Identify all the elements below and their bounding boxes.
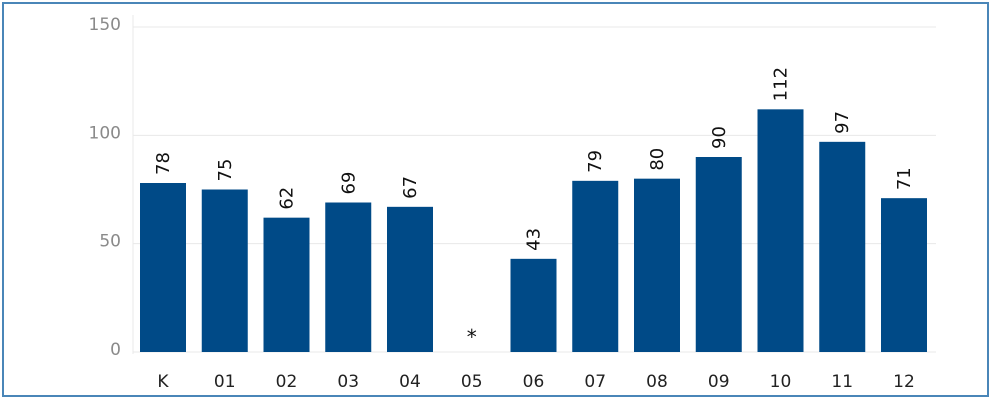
x-tick-label-12: 12 — [893, 372, 915, 391]
bar-K — [140, 183, 186, 352]
x-tick-label-03: 03 — [337, 372, 359, 391]
value-label-12: 71 — [894, 167, 915, 190]
value-label-08: 80 — [647, 148, 668, 171]
x-tick-label-05: 05 — [461, 372, 483, 391]
x-tick-label-08: 08 — [646, 372, 668, 391]
value-label-11: 97 — [832, 111, 853, 134]
bar-11 — [819, 141, 866, 352]
bar-10 — [757, 109, 804, 352]
bar-02 — [263, 217, 310, 352]
x-tick-label-11: 11 — [831, 372, 853, 391]
x-tick-label-09: 09 — [708, 372, 730, 391]
x-tick-label-07: 07 — [584, 372, 606, 391]
value-label-07: 79 — [585, 150, 606, 173]
x-tick-label-K: K — [157, 372, 169, 391]
value-label-K: 78 — [153, 152, 174, 175]
x-tick-label-10: 10 — [770, 372, 792, 391]
value-label-05: * — [467, 325, 477, 349]
bar-01 — [201, 189, 248, 352]
bar-06 — [510, 258, 557, 352]
y-tick-label-150: 150 — [89, 15, 121, 35]
value-label-02: 62 — [277, 187, 298, 210]
bar-09 — [695, 157, 742, 352]
y-tick-label-50: 50 — [99, 232, 121, 252]
value-label-03: 69 — [338, 172, 359, 195]
x-tick-label-02: 02 — [276, 372, 298, 391]
y-tick-label-100: 100 — [89, 123, 121, 143]
x-tick-label-06: 06 — [523, 372, 545, 391]
y-tick-label-0: 0 — [110, 340, 121, 360]
x-tick-label-04: 04 — [399, 372, 421, 391]
bar-03 — [325, 202, 372, 352]
bar-07 — [572, 180, 619, 352]
value-label-01: 75 — [215, 159, 236, 182]
value-label-10: 112 — [771, 67, 792, 101]
value-label-09: 90 — [709, 126, 730, 149]
bar-12 — [881, 198, 927, 352]
x-tick-label-01: 01 — [214, 372, 236, 391]
value-label-04: 67 — [400, 176, 421, 199]
bar-04 — [387, 206, 433, 352]
bar-08 — [634, 178, 680, 352]
value-label-06: 43 — [524, 228, 545, 251]
